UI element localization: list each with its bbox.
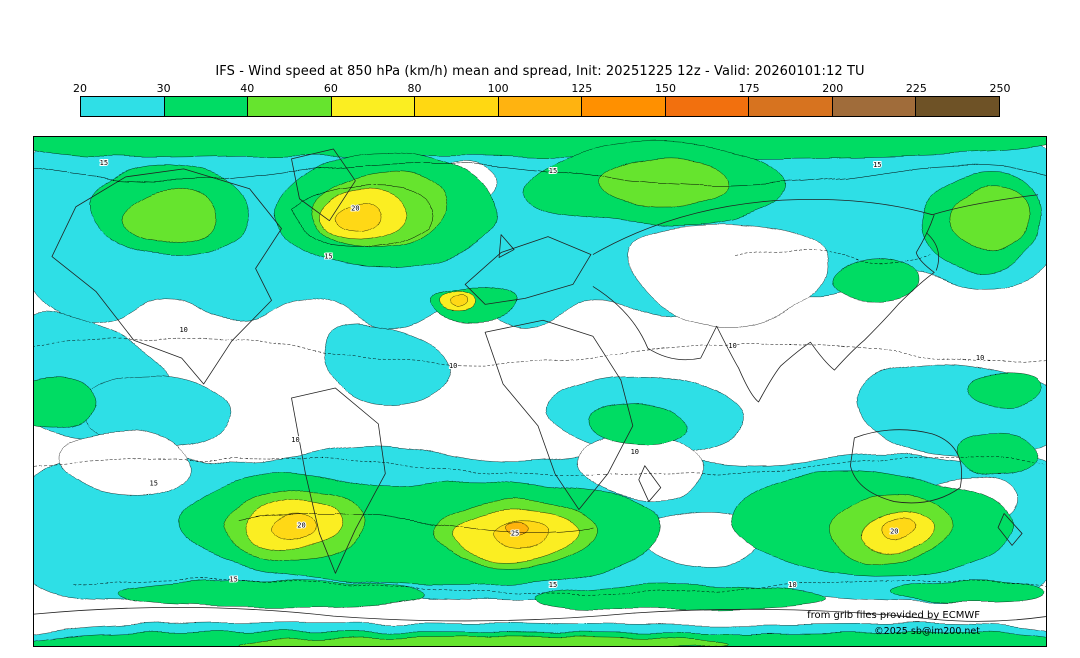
contour-label: 20 — [297, 521, 305, 529]
wind-fill-region — [324, 324, 450, 406]
wind-fill-region — [122, 189, 217, 243]
wind-fill-region — [34, 377, 98, 427]
contour-label: 15 — [549, 167, 557, 175]
colorbar-tick: 80 — [407, 82, 422, 95]
coastline — [291, 148, 356, 222]
sub-threshold-region — [629, 224, 829, 328]
wind-fill-region — [890, 580, 1045, 603]
coastline — [849, 429, 962, 504]
coastlines — [34, 148, 1046, 622]
wind-fill-region — [956, 433, 1038, 477]
coastline — [34, 607, 1046, 622]
colorbar-tick: 20 — [73, 82, 87, 95]
spread-contour — [34, 338, 1046, 365]
contour-label: 15 — [100, 159, 108, 167]
coastline — [464, 236, 592, 305]
map: 15 15 15 20 15 10 10 10 10 10 10 15 20 25 20 15 10 15 fro… — [33, 136, 1047, 647]
wind-fill-region — [334, 203, 380, 233]
sub-threshold-region — [578, 432, 703, 502]
contour-label: 10 — [631, 448, 639, 456]
colorbar-tick: 100 — [487, 82, 509, 95]
contour-label: 20 — [890, 527, 898, 535]
contour-label: 15 — [549, 581, 557, 589]
contour-label: 15 — [229, 575, 237, 583]
coastline — [592, 194, 1039, 255]
wind-fill-region — [118, 579, 425, 607]
contour-label: 10 — [728, 342, 736, 350]
contour-label: 15 — [150, 480, 158, 488]
wind-fill-region — [238, 636, 728, 646]
colorbar-tick: 250 — [989, 82, 1011, 95]
colorbar-segment — [831, 97, 916, 116]
colorbar-tick: 225 — [905, 82, 927, 95]
colorbar-tick: 60 — [323, 82, 338, 95]
colorbar-segment — [247, 97, 331, 116]
contour-label: 10 — [976, 354, 984, 362]
colorbar-tick: 200 — [822, 82, 844, 95]
coastline — [498, 234, 515, 258]
colorbar-segment — [664, 97, 749, 116]
wind-fill-region — [34, 137, 1046, 158]
contour-label: 10 — [179, 326, 187, 334]
contour-label: 10 — [449, 362, 457, 370]
colorbar-tick: 150 — [654, 82, 676, 95]
wind-fill-region — [949, 188, 1029, 251]
colorbar-segment — [81, 97, 164, 116]
contour-label: 10 — [291, 436, 299, 444]
colorbar-bar — [80, 96, 1000, 117]
colorbar-ticks: 20 30 40 60 80 100 125 150 175 200 225 250 — [73, 82, 1011, 96]
colorbar-segment — [497, 97, 582, 116]
coastline — [592, 214, 935, 403]
colorbar-segment — [414, 97, 498, 116]
colorbar: 20 30 40 60 80 100 125 150 175 200 225 250 — [73, 82, 1011, 117]
colorbar-tick: 125 — [571, 82, 593, 95]
spread-contour — [73, 579, 1046, 594]
colorbar-segment — [163, 97, 248, 116]
spread-contour — [732, 250, 933, 264]
contour-label: 20 — [351, 205, 359, 213]
attribution-copyright: ©2025 sb@im200.net — [874, 626, 980, 638]
colorbar-tick: 175 — [738, 82, 760, 95]
coastline — [925, 232, 939, 271]
wind-fill-region — [273, 514, 318, 540]
attribution: from grib files provided by ECMWF ©2025 … — [807, 608, 980, 640]
contour-label: 10 — [788, 581, 796, 589]
contour-label: 15 — [873, 161, 881, 169]
spread-contour — [238, 514, 593, 534]
colorbar-tick: 30 — [156, 82, 171, 95]
chart-title: IFS - Wind speed at 850 hPa (km/h) mean … — [215, 64, 865, 79]
attribution-source: from grib files provided by ECMWF — [807, 609, 980, 621]
colorbar-segment — [330, 97, 415, 116]
sub-threshold-region — [57, 430, 189, 497]
wind-fill-region — [966, 373, 1042, 406]
coastline — [638, 465, 662, 502]
contour-label: 15 — [324, 253, 332, 261]
coastline — [291, 387, 386, 574]
map-svg: 15 15 15 20 15 10 10 10 10 10 10 15 20 25 20 15 10 15 — [34, 137, 1046, 646]
spread-contour — [34, 162, 1046, 186]
colorbar-tick: 40 — [240, 82, 255, 95]
wind-fill-region — [832, 257, 919, 301]
wind-fill-region — [598, 157, 729, 207]
spread-contour — [34, 457, 1046, 476]
spread-contour — [291, 184, 433, 249]
coastline — [997, 513, 1023, 546]
contour-labels: 15 15 15 20 15 10 10 10 10 10 10 15 20 25 20 15 10 15 — [99, 158, 986, 590]
wind-fill-region — [451, 292, 470, 306]
spread-contours — [34, 162, 1046, 594]
wind-fill-region — [587, 404, 689, 444]
colorbar-segment — [581, 97, 665, 116]
colorbar-segment — [748, 97, 832, 116]
contour-label: 25 — [511, 529, 519, 537]
coastline — [51, 168, 282, 385]
colorbar-segment — [915, 97, 1000, 116]
coastline — [484, 319, 634, 510]
wind-fill-region — [881, 517, 914, 541]
fill-regions — [34, 137, 1046, 646]
